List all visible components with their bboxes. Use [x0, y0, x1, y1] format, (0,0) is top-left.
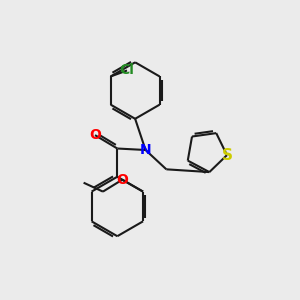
Text: O: O [116, 173, 128, 187]
Text: S: S [221, 148, 233, 163]
Text: N: N [140, 143, 152, 157]
Text: O: O [89, 128, 101, 142]
Text: Cl: Cl [120, 64, 134, 77]
